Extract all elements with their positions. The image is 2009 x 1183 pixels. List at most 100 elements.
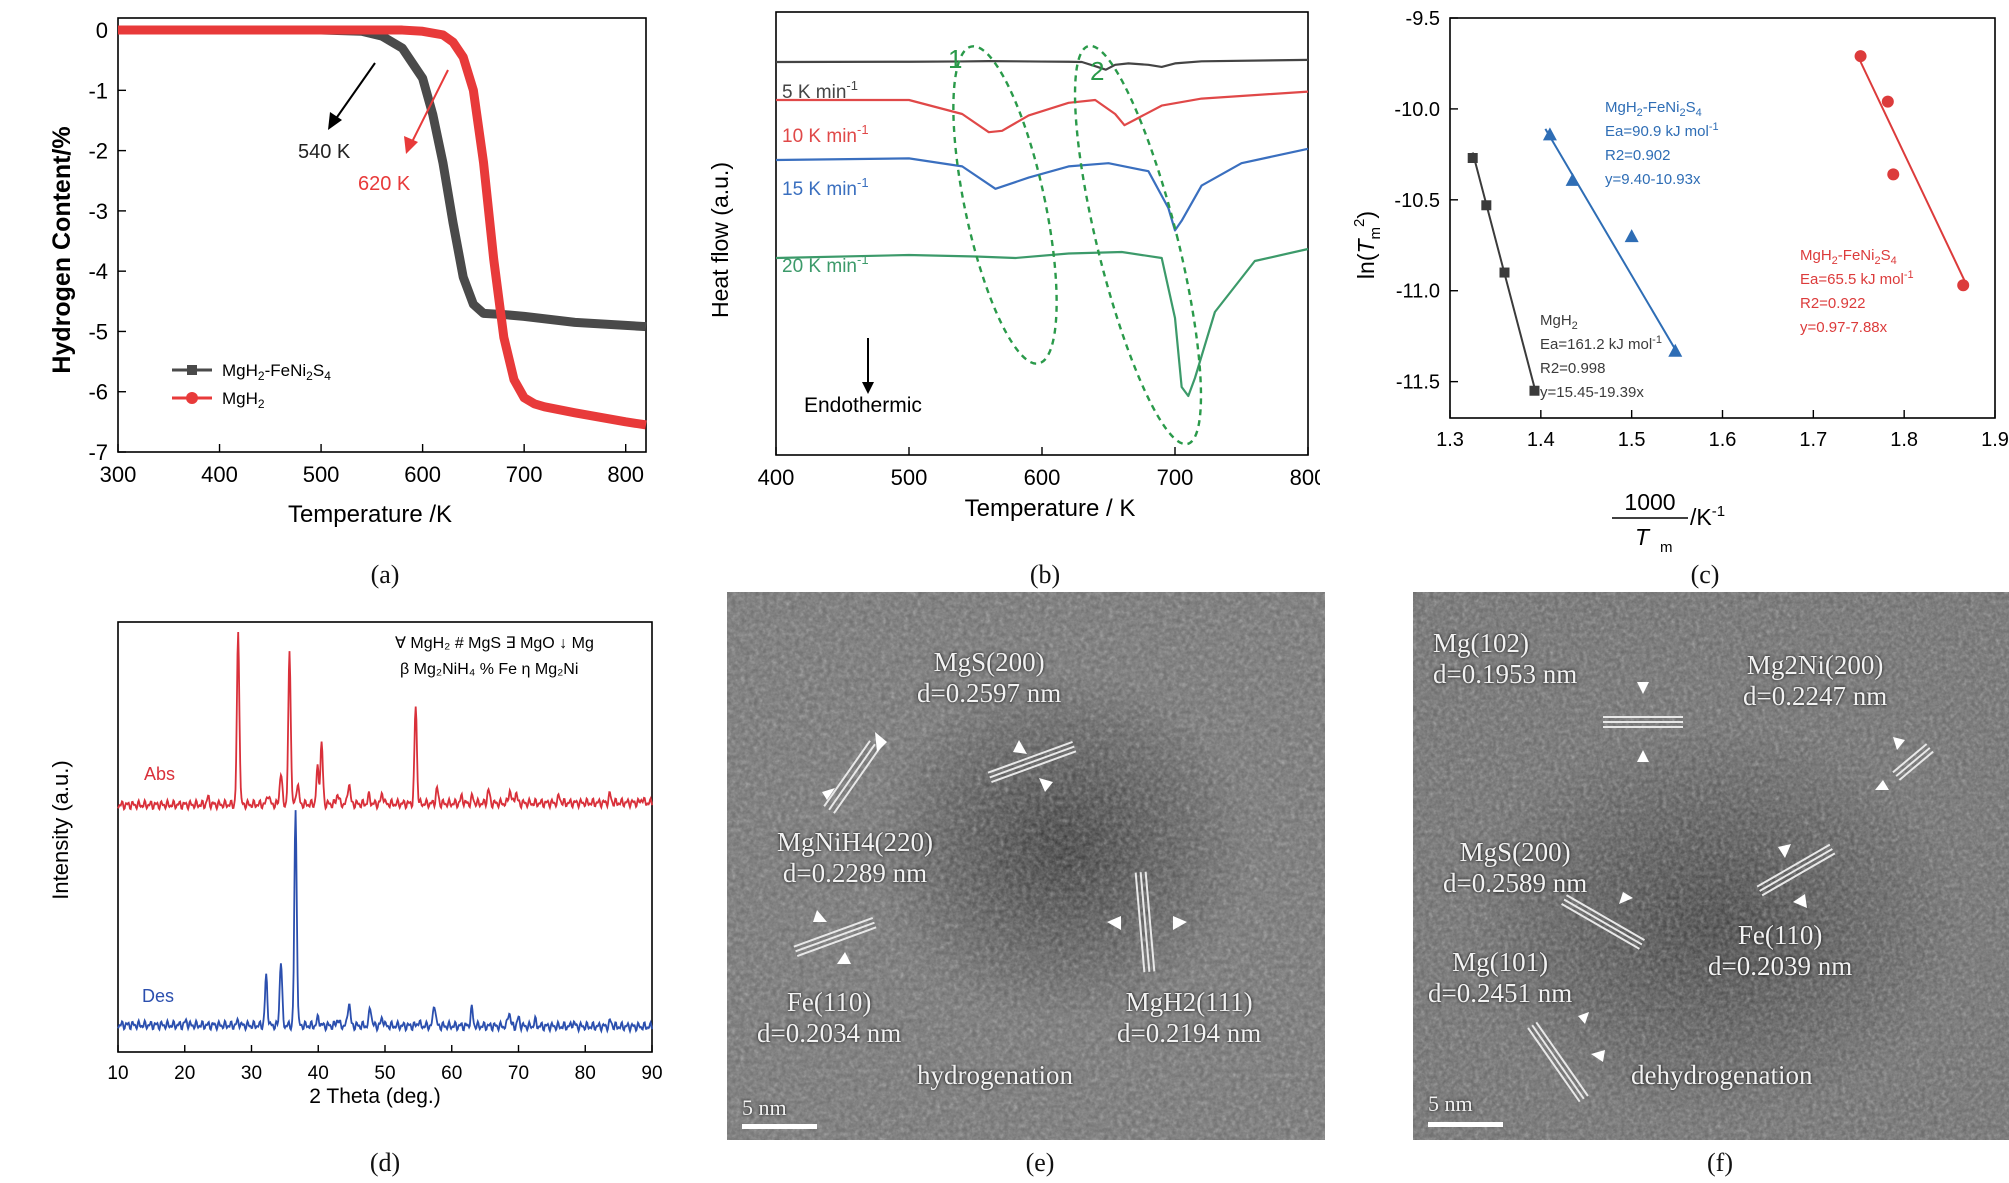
chart-a-ylabel: Hydrogen Content/% [48, 126, 76, 373]
y-tick-label: -5 [88, 319, 108, 344]
tem-f-label-mg102: Mg(102) d=0.1953 nm [1433, 628, 1578, 689]
x-label-denominator: T [1635, 524, 1651, 550]
tem-e-label-mgh2: MgH2(111) d=0.2194 nm [1117, 987, 1262, 1048]
chart-d-xlabel: 2 Theta (deg.) [309, 1085, 441, 1108]
data-point-mgh2 [1481, 200, 1492, 211]
tem-e-label-fe: Fe(110) d=0.2034 nm [757, 987, 902, 1048]
series-label: 15 K min-1 [782, 175, 869, 200]
tem-f-scale-label: 5 nm [1428, 1091, 1473, 1116]
fit-label-ea: Ea=90.9 kJ mol-1 [1605, 121, 1719, 140]
data-point-mgh2-feni2s4-blue [1542, 127, 1557, 141]
chart-c-ylabel: ln(Tm2) [1351, 211, 1384, 279]
series-label: 20 K min-1 [782, 252, 869, 277]
x-tick-label: 500 [303, 462, 340, 487]
caption-a: (a) [370, 560, 400, 589]
chart-b-ylabel: Heat flow (a.u.) [707, 162, 733, 318]
fit-label-name: MgH2-FeNi2S4 [1800, 247, 1897, 267]
region-2-ellipse [1073, 44, 1203, 446]
annotation-620k: 620 K [358, 173, 411, 195]
endothermic-label: Endothermic [804, 394, 922, 417]
xrd-label-des: Des [142, 986, 174, 1006]
y-tick-label: -6 [88, 380, 108, 405]
data-point-mgh2-feni2s4-red [1887, 168, 1900, 181]
chart-a: Hydrogen Content/% Temperature /K 300 400… [48, 17, 647, 528]
tem-e-label-mgs: MgS(200) d=0.2597 nm [917, 647, 1062, 708]
tem-f-label-fe: Fe(110) d=0.2039 nm [1708, 920, 1853, 981]
x-tick-label: 400 [758, 465, 795, 490]
x-tick-label: 600 [1024, 465, 1061, 490]
caption-e: (e) [1025, 1148, 1055, 1177]
x-tick-label: 10 [107, 1063, 128, 1084]
x-tick-label: 1.9 [1981, 429, 2009, 451]
y-tick-label: -3 [88, 199, 108, 224]
x-tick-label: 400 [201, 462, 238, 487]
data-point-mgh2-feni2s4-blue [1565, 172, 1580, 186]
region-1-label: 1 [948, 44, 962, 74]
arrow-620-head [404, 136, 418, 154]
y-tick-label: -11.5 [1396, 372, 1440, 394]
legend-line-2: β Mg₂NiH₄ % Fe η Mg₂Ni [400, 661, 578, 678]
x-tick-label: 1.6 [1709, 429, 1737, 451]
data-point-mgh2 [1529, 385, 1540, 396]
tem-image-e: MgS(200) d=0.2597 nm MgNiH4(220) d=0.2289 … [727, 592, 1325, 1140]
xrd-label-abs: Abs [144, 764, 175, 784]
arrow-540-head [328, 112, 342, 130]
series-label: 10 K min-1 [782, 122, 869, 147]
tem-e-caption-word: hydrogenation [917, 1060, 1073, 1090]
chart-c-frame [1449, 17, 1996, 419]
series-label: 5 K min-1 [782, 78, 858, 103]
x-tick-label: 40 [308, 1063, 329, 1084]
data-point-mgh2 [1467, 153, 1478, 163]
x-label-numerator: 1000 [1624, 489, 1675, 515]
x-tick-label: 1.7 [1799, 429, 1827, 451]
caption-f: (f) [1707, 1148, 1733, 1177]
tem-e-label-mgnih4: MgNiH4(220) d=0.2289 nm [777, 827, 933, 888]
y-tick-label: -2 [88, 139, 108, 164]
legend-marker [186, 392, 198, 404]
legend-label: MgH2 [222, 389, 265, 411]
fit-line-mgh2-feni2s4-red [1857, 57, 1966, 283]
data-point-mgh2-feni2s4-blue [1624, 229, 1639, 243]
fit-label-eq: y=9.40-10.93x [1605, 171, 1701, 188]
chart-b-xlabel: Temperature / K [965, 495, 1136, 522]
region-1-ellipse [952, 45, 1058, 365]
chart-a-frame [117, 17, 647, 453]
tem-f-label-mgs: MgS(200) d=0.2589 nm [1443, 837, 1588, 898]
series-line-1 [776, 90, 1309, 134]
y-tick-label: -1 [88, 78, 108, 103]
x-tick-label: 30 [241, 1063, 262, 1084]
y-tick-label: -9.5 [1406, 8, 1440, 30]
chart-a-xlabel: Temperature /K [288, 501, 452, 528]
series-line-3 [775, 247, 1309, 398]
fit-label-r2: R2=0.922 [1800, 295, 1865, 312]
data-point-mgh2-feni2s4-red [1957, 279, 1970, 292]
legend-marker [187, 365, 197, 375]
tem-e-texture [727, 592, 1325, 1140]
x-label-sub: m [1660, 539, 1673, 556]
caption-c: (c) [1690, 560, 1720, 589]
arrow-540 [334, 62, 376, 121]
tem-f-label-mg101: Mg(101) d=0.2451 nm [1428, 947, 1573, 1008]
chart-d: Intensity (a.u.) 2 Theta (deg.) 10 20 30 40… [48, 621, 663, 1108]
annotation-540k: 540 K [298, 141, 351, 163]
y-tick-label: -10.0 [1394, 99, 1440, 121]
y-tick-label: -11.0 [1396, 281, 1440, 303]
x-tick-label: 70 [508, 1063, 529, 1084]
x-label-unit: /K-1 [1690, 503, 1725, 530]
chart-c: ln(Tm2) 1.3 1.4 1.5 1.6 1.7 1.8 1.9 -9.5 -10.0 -1… [1351, 8, 2009, 556]
x-tick-label: 1.3 [1436, 429, 1464, 451]
xrd-pattern-des [117, 810, 653, 1035]
legend-line-1: ∀ MgH₂ # MgS ∃ MgO ↓ Mg [395, 635, 594, 652]
x-tick-label: 600 [404, 462, 441, 487]
fit-label-ea: Ea=65.5 kJ mol-1 [1800, 269, 1914, 288]
fit-label-eq: y=15.45-19.39x [1540, 384, 1644, 401]
x-tick-label: 50 [374, 1063, 395, 1084]
fit-label-name: MgH2-FeNi2S4 [1605, 99, 1702, 119]
x-tick-label: 800 [1290, 465, 1320, 490]
x-tick-label: 700 [506, 462, 543, 487]
series-line-0 [775, 58, 1309, 71]
chart-b: Heat flow (a.u.) Temperature / K 400 500 6… [707, 11, 1320, 522]
y-tick-label: 0 [96, 18, 108, 43]
y-tick-label: -10.5 [1394, 190, 1440, 212]
tem-f-scale-bar [1428, 1122, 1503, 1127]
